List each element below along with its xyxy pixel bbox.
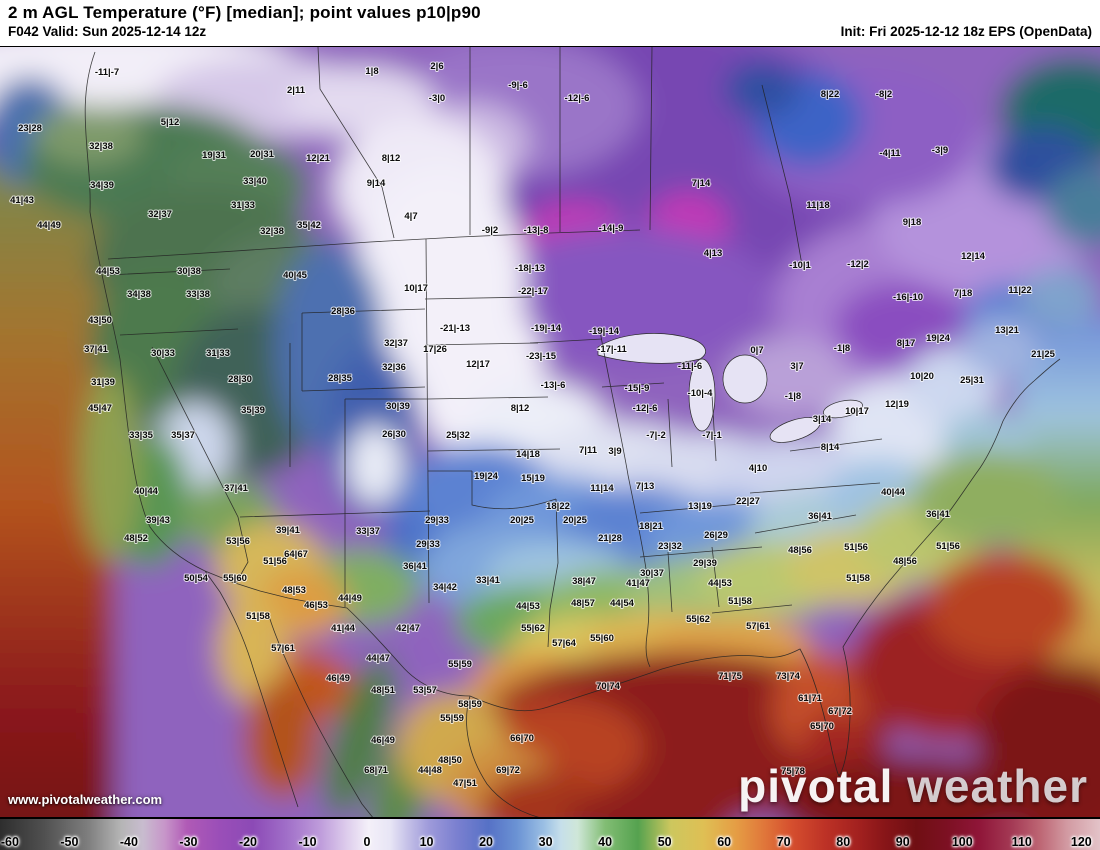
province-borders [317,47,803,266]
colorbar-tick: 40 [598,835,613,849]
colorbar-tick: 60 [717,835,732,849]
us-canada-border [107,229,641,260]
colorbar-tick: 90 [895,835,910,849]
colorbar-tick: 30 [538,835,553,849]
colorbar-tick: 120 [1070,835,1092,849]
pacific-coastline [84,51,299,808]
state-borders-southeast [639,438,883,614]
watermark-url: www.pivotalweather.com [8,792,163,807]
brand-word-weather: weather [907,760,1088,812]
colorbar-tick: 70 [776,835,791,849]
gulf-of-california-coast [267,612,373,817]
colorbar-tick: 50 [657,835,672,849]
colorbar-tick: -40 [119,835,138,849]
map-title: 2 m AGL Temperature (°F) [median]; point… [8,3,481,22]
mississippi-river [599,330,651,668]
valid-time-label: F042 Valid: Sun 2025-12-14 12z [8,24,207,39]
coastlines-and-borders [84,47,1061,817]
colorbar-tick: 80 [836,835,851,849]
colorbar-tick: -20 [238,835,258,849]
brand-watermark: pivotal weather [738,759,1088,813]
texas-coast [466,695,540,817]
init-time-label: Init: Fri 2025-12-12 18z EPS (OpenData) [840,24,1092,39]
colorbar-tick: -10 [298,835,317,849]
state-borders-plains [424,296,561,648]
colorbar-tick: 100 [951,835,973,849]
colorbar-tick: -30 [179,835,198,849]
temperature-field [0,47,1100,817]
colorbar-gradient [0,819,1100,850]
map-header: 2 m AGL Temperature (°F) [median]; point… [0,0,1100,46]
temperature-map: -11|-72|111|8 2|6-3|0-9|-6-12|-6 8|22 -8|25… [0,47,1100,817]
temperature-colorbar: -60 -50 -40 -30 -20 -10 0 10 20 30 40 50 60 70 80 90 100… [0,818,1100,850]
great-lakes [597,333,863,443]
gulf-atlantic-coastline [469,358,1061,777]
map-area[interactable]: -11|-7 2|11 1|8 2|6 -3|0 -9|-6 -12|-6 8|22 -8|2 5… [0,46,1100,818]
colorbar-tick: -60 [0,835,19,849]
colorbar-tick: 10 [419,835,434,849]
state-borders-west [107,238,431,607]
colorbar-tick: -50 [60,835,79,849]
colorbar-tick: 0 [363,835,371,849]
colorbar-tick: 20 [479,835,494,849]
state-borders-midwest [529,338,717,468]
colorbar-tick: 110 [1011,835,1032,849]
us-mexico-border [204,570,471,697]
brand-word-pivotal: pivotal [738,760,894,812]
